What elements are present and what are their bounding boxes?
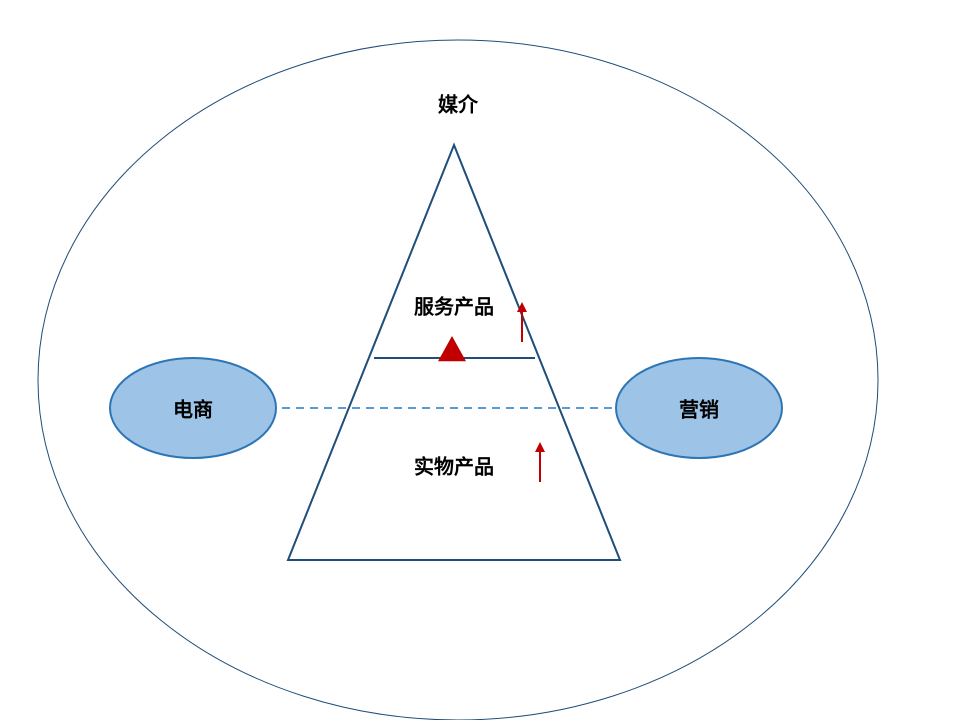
- label-service-product: 服务产品: [414, 291, 494, 320]
- label-media: 媒介: [438, 89, 478, 118]
- diagram-svg: [0, 0, 960, 720]
- label-marketing: 营销: [679, 394, 719, 423]
- label-physical-product: 实物产品: [414, 451, 494, 480]
- diagram-canvas: 媒介 服务产品 实物产品 电商 营销: [0, 0, 960, 720]
- label-ecommerce: 电商: [173, 394, 213, 423]
